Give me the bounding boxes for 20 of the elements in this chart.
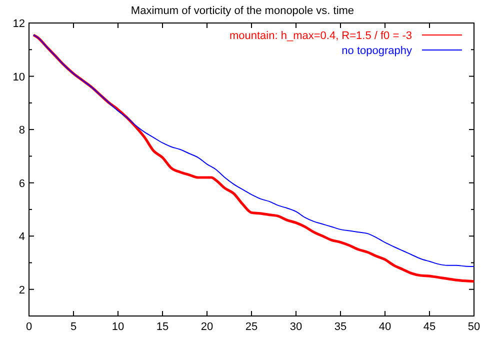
- x-tick-label: 40: [378, 321, 392, 333]
- y-tick-label: 4: [18, 231, 25, 244]
- legend-label: no topography: [342, 45, 412, 57]
- x-tick-label: 25: [245, 321, 258, 333]
- legend-label: mountain: h_max=0.4, R=1.5 / f0 = -3: [229, 30, 412, 42]
- chart-title: Maximum of vorticity of the monopole vs. time: [130, 5, 354, 17]
- y-tick-label: 10: [12, 71, 25, 84]
- x-tick-label: 5: [70, 321, 77, 333]
- y-tick-label: 2: [18, 284, 25, 296]
- x-tick-label: 20: [200, 321, 214, 333]
- y-tick-label: 12: [12, 18, 25, 30]
- x-tick-label: 45: [423, 321, 436, 333]
- y-tick-label: 8: [18, 124, 25, 137]
- x-tick-label: 15: [156, 321, 169, 333]
- x-tick-label: 0: [26, 321, 32, 333]
- x-tick-label: 30: [290, 321, 302, 333]
- x-tick-label: 35: [334, 321, 347, 333]
- x-tick-label: 10: [112, 321, 124, 333]
- y-tick-label: 6: [18, 178, 25, 190]
- x-tick-label: 50: [468, 321, 480, 333]
